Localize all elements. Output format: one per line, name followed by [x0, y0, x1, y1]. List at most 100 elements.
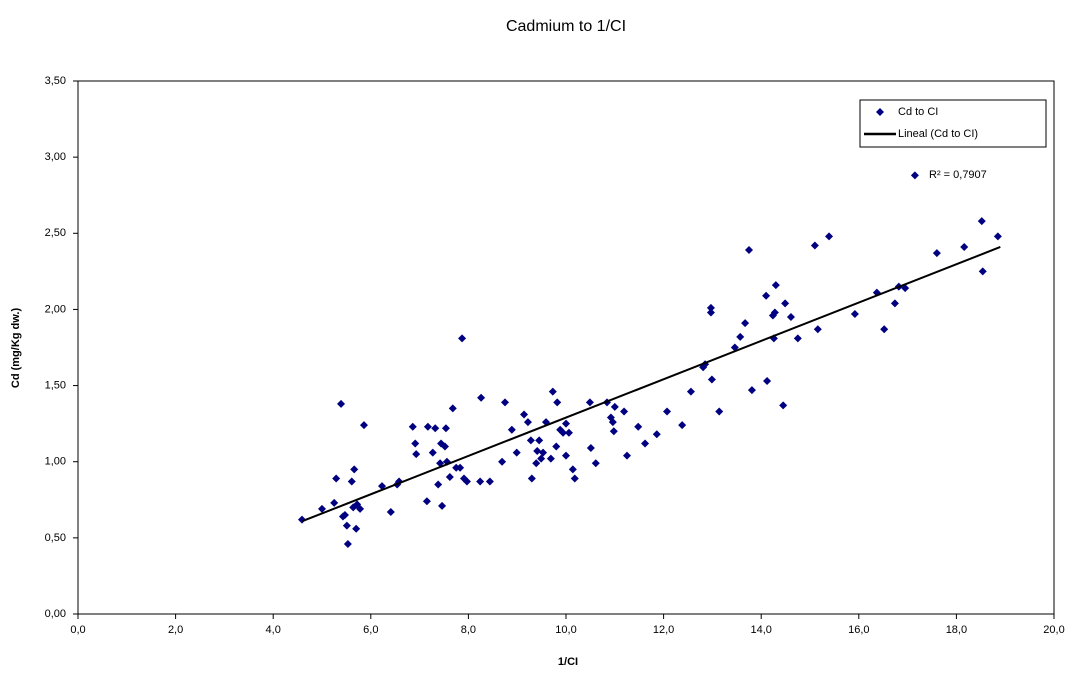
- point: [501, 398, 509, 407]
- point: [570, 474, 579, 483]
- point: [520, 410, 529, 419]
- x-tick-label: 8,0: [461, 624, 476, 636]
- point: [411, 439, 420, 448]
- point: [745, 246, 753, 255]
- point: [347, 477, 356, 486]
- point: [507, 425, 516, 434]
- x-tick-label: 2,0: [168, 624, 183, 636]
- point: [485, 477, 494, 486]
- point: [562, 451, 570, 460]
- point: [960, 242, 969, 251]
- point: [537, 454, 546, 463]
- point: [568, 465, 577, 474]
- point: [608, 418, 617, 427]
- point: [434, 480, 443, 489]
- x-tick-label: 6,0: [363, 624, 378, 636]
- point: [609, 427, 618, 436]
- y-axis-label: Cd (mg/Kg dw.): [10, 308, 22, 389]
- point: [553, 398, 562, 407]
- point: [623, 451, 631, 460]
- point: [476, 477, 485, 486]
- x-tick-label: 14,0: [750, 624, 771, 636]
- point: [440, 442, 449, 451]
- point: [552, 442, 561, 451]
- point: [539, 448, 548, 457]
- point: [686, 387, 695, 396]
- point: [663, 407, 672, 416]
- point: [342, 521, 351, 530]
- point: [352, 524, 361, 533]
- point: [462, 477, 471, 486]
- point: [678, 421, 687, 430]
- point: [850, 309, 859, 318]
- point: [546, 454, 555, 463]
- point: [359, 421, 368, 430]
- point: [762, 291, 771, 300]
- y-tick-label: 0,50: [45, 532, 66, 544]
- legend-box: [859, 99, 1047, 148]
- point: [786, 313, 795, 322]
- point: [779, 401, 788, 410]
- point: [428, 448, 437, 457]
- point: [423, 422, 432, 431]
- x-tick-label: 12,0: [653, 624, 674, 636]
- annotation: R² = 0,7907: [929, 169, 987, 181]
- point: [337, 399, 346, 408]
- point: [532, 459, 541, 468]
- point: [591, 459, 600, 468]
- point: [641, 439, 650, 448]
- point: [978, 267, 987, 276]
- point: [512, 448, 521, 457]
- point: [431, 424, 440, 433]
- point: [448, 404, 457, 413]
- point: [586, 444, 595, 453]
- point: [318, 504, 326, 513]
- point: [707, 375, 716, 384]
- point: [977, 217, 986, 226]
- point: [706, 308, 715, 317]
- y-tick-label: 1,00: [45, 456, 66, 468]
- point: [770, 308, 779, 317]
- point: [610, 402, 619, 411]
- point: [559, 428, 568, 437]
- point: [562, 419, 570, 428]
- point: [825, 232, 834, 241]
- point: [634, 422, 643, 431]
- point: [523, 418, 532, 427]
- point: [498, 457, 507, 466]
- x-tick-label: 20,0: [1043, 624, 1064, 636]
- point: [706, 303, 715, 312]
- point: [412, 450, 421, 459]
- point: [741, 319, 750, 328]
- point: [350, 465, 359, 474]
- x-tick-label: 18,0: [946, 624, 967, 636]
- point: [890, 299, 899, 308]
- x-tick-label: 4,0: [266, 624, 281, 636]
- point: [526, 436, 535, 445]
- point: [438, 501, 447, 510]
- point: [386, 507, 395, 516]
- point: [810, 241, 819, 250]
- point: [715, 407, 724, 416]
- point: [548, 387, 557, 396]
- point: [620, 407, 629, 416]
- y-tick-label: 2,50: [45, 227, 66, 239]
- point: [477, 393, 486, 402]
- point: [527, 474, 536, 483]
- point: [349, 503, 358, 512]
- point: [535, 436, 544, 445]
- legend-label: Cd to CI: [898, 106, 938, 118]
- x-tick-label: 0,0: [70, 624, 85, 636]
- point: [880, 325, 889, 334]
- point: [763, 377, 772, 386]
- point: [441, 424, 450, 433]
- y-tick-label: 2,00: [45, 303, 66, 315]
- point: [356, 504, 365, 513]
- trend-line: [302, 246, 1001, 523]
- y-tick-label: 3,00: [45, 151, 66, 163]
- legend-marker: [876, 108, 884, 116]
- point: [332, 474, 341, 483]
- point: [652, 430, 661, 439]
- x-tick-label: 10,0: [555, 624, 576, 636]
